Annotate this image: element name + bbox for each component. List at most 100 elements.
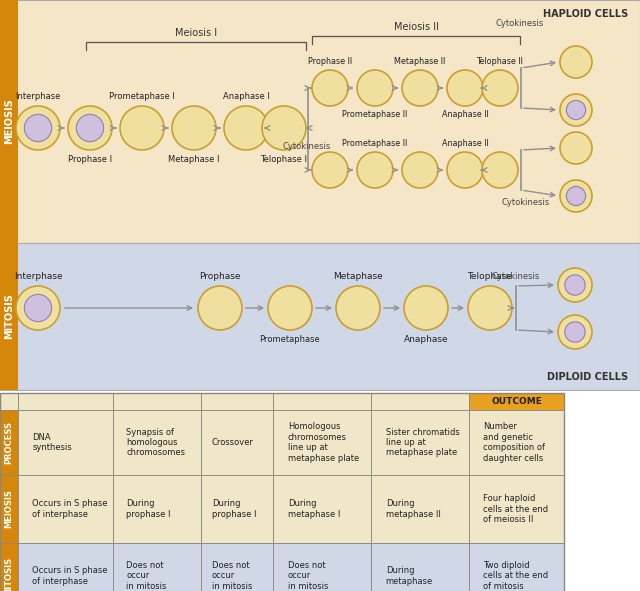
Circle shape	[566, 186, 586, 206]
Text: Number
and genetic
composition of
daughter cells: Number and genetic composition of daught…	[483, 423, 545, 463]
Circle shape	[404, 286, 448, 330]
FancyBboxPatch shape	[469, 475, 564, 543]
Text: Prophase I: Prophase I	[68, 155, 112, 164]
Circle shape	[357, 70, 393, 106]
Text: Metaphase I: Metaphase I	[168, 155, 220, 164]
FancyBboxPatch shape	[469, 543, 564, 591]
Circle shape	[482, 152, 518, 188]
FancyBboxPatch shape	[0, 243, 18, 390]
Text: Telophase: Telophase	[468, 272, 513, 281]
Circle shape	[312, 152, 348, 188]
FancyBboxPatch shape	[0, 475, 18, 543]
Text: OUTCOME: OUTCOME	[491, 397, 542, 406]
FancyBboxPatch shape	[371, 543, 469, 591]
Circle shape	[24, 115, 52, 142]
Text: DIPLOID CELLS: DIPLOID CELLS	[547, 372, 628, 382]
Text: Telophase I: Telophase I	[260, 155, 307, 164]
Text: During
prophase I: During prophase I	[212, 499, 256, 519]
Text: Cytokinesis: Cytokinesis	[496, 19, 544, 28]
FancyBboxPatch shape	[0, 0, 640, 243]
FancyBboxPatch shape	[113, 475, 201, 543]
Text: Anaphase II: Anaphase II	[442, 110, 488, 119]
Circle shape	[560, 46, 592, 78]
Circle shape	[336, 286, 380, 330]
Text: Crossover: Crossover	[212, 438, 254, 447]
Text: Cytokinesis: Cytokinesis	[492, 272, 540, 281]
Text: Homologous
chromosomes
line up at
metaphase plate: Homologous chromosomes line up at metaph…	[288, 423, 359, 463]
Circle shape	[16, 106, 60, 150]
Text: Prometaphase: Prometaphase	[260, 335, 321, 344]
Text: Interphase: Interphase	[15, 92, 61, 101]
Circle shape	[357, 152, 393, 188]
FancyBboxPatch shape	[113, 393, 201, 410]
Text: Occurs in S phase
of interphase: Occurs in S phase of interphase	[32, 566, 108, 586]
Text: MITOSIS: MITOSIS	[4, 294, 14, 339]
Text: Prometaphase II: Prometaphase II	[342, 110, 408, 119]
Text: Telophase II: Telophase II	[477, 57, 524, 66]
Circle shape	[76, 115, 104, 142]
Text: Cytokinesis: Cytokinesis	[502, 198, 550, 207]
FancyBboxPatch shape	[201, 410, 273, 475]
Circle shape	[564, 275, 585, 295]
Circle shape	[16, 286, 60, 330]
FancyBboxPatch shape	[0, 0, 18, 243]
Circle shape	[268, 286, 312, 330]
Text: Prometaphase II: Prometaphase II	[342, 139, 408, 148]
Text: During
metaphase: During metaphase	[386, 566, 433, 586]
Text: Anaphase I: Anaphase I	[223, 92, 269, 101]
Circle shape	[312, 70, 348, 106]
Circle shape	[468, 286, 512, 330]
Text: Four haploid
cells at the end
of meiosis II: Four haploid cells at the end of meiosis…	[483, 494, 548, 524]
Text: Metaphase: Metaphase	[333, 272, 383, 281]
FancyBboxPatch shape	[273, 393, 371, 410]
Text: Two diploid
cells at the end
of mitosis: Two diploid cells at the end of mitosis	[483, 561, 548, 591]
FancyBboxPatch shape	[273, 410, 371, 475]
FancyBboxPatch shape	[18, 393, 113, 410]
Circle shape	[262, 106, 306, 150]
Text: Prophase II: Prophase II	[308, 57, 352, 66]
Circle shape	[24, 294, 52, 322]
Circle shape	[482, 70, 518, 106]
Text: During
metaphase I: During metaphase I	[288, 499, 340, 519]
FancyBboxPatch shape	[273, 543, 371, 591]
Circle shape	[402, 152, 438, 188]
Circle shape	[558, 315, 592, 349]
Text: Occurs in S phase
of interphase: Occurs in S phase of interphase	[32, 499, 108, 519]
Circle shape	[402, 70, 438, 106]
FancyBboxPatch shape	[18, 475, 113, 543]
Text: Interphase: Interphase	[13, 272, 62, 281]
Text: Prophase: Prophase	[199, 272, 241, 281]
Text: MEIOSIS: MEIOSIS	[4, 99, 14, 144]
FancyBboxPatch shape	[18, 543, 113, 591]
Text: Meiosis I: Meiosis I	[175, 28, 217, 38]
Circle shape	[558, 268, 592, 302]
FancyBboxPatch shape	[18, 410, 113, 475]
Text: Prometaphase I: Prometaphase I	[109, 92, 175, 101]
FancyBboxPatch shape	[0, 243, 640, 390]
Text: Synapsis of
homologous
chromosomes: Synapsis of homologous chromosomes	[126, 428, 185, 457]
Text: Does not
occur
in mitosis: Does not occur in mitosis	[126, 561, 166, 591]
Text: Anaphase: Anaphase	[404, 335, 448, 344]
FancyBboxPatch shape	[371, 393, 469, 410]
Circle shape	[560, 132, 592, 164]
FancyBboxPatch shape	[469, 410, 564, 475]
Text: During
prophase I: During prophase I	[126, 499, 171, 519]
FancyBboxPatch shape	[201, 475, 273, 543]
Text: Cytokinesis: Cytokinesis	[283, 142, 331, 151]
FancyBboxPatch shape	[113, 543, 201, 591]
Circle shape	[560, 180, 592, 212]
Text: Meiosis II: Meiosis II	[394, 22, 438, 32]
Circle shape	[224, 106, 268, 150]
Circle shape	[564, 322, 585, 342]
Text: DNA
synthesis: DNA synthesis	[32, 433, 72, 452]
Text: MITOSIS: MITOSIS	[4, 557, 13, 591]
Circle shape	[120, 106, 164, 150]
Circle shape	[447, 152, 483, 188]
FancyBboxPatch shape	[0, 410, 18, 475]
Circle shape	[447, 70, 483, 106]
Text: HAPLOID CELLS: HAPLOID CELLS	[543, 9, 628, 19]
Circle shape	[566, 100, 586, 119]
Circle shape	[198, 286, 242, 330]
FancyBboxPatch shape	[113, 410, 201, 475]
Text: PROCESS: PROCESS	[4, 421, 13, 464]
